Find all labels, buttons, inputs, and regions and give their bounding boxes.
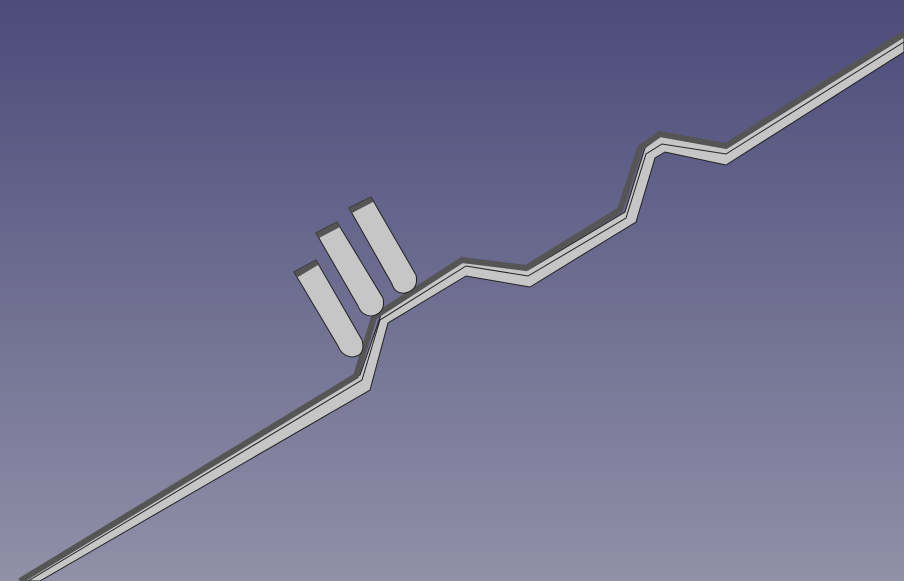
sheet-metal-strip-top-edge [18,31,904,581]
sheet-metal-strip-inner-edge [27,41,904,581]
comb-tab-right[interactable] [348,196,417,294]
comb-tab-middle[interactable] [315,221,384,317]
comb-tab-left[interactable] [293,259,364,358]
